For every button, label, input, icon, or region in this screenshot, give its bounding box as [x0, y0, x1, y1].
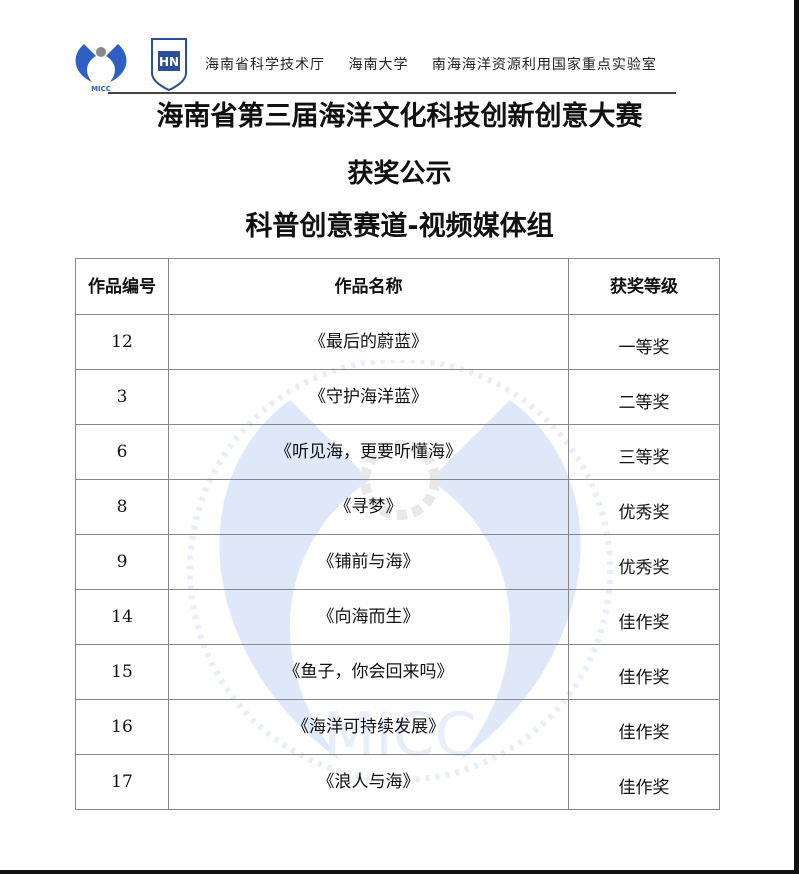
work-id: 8 [116, 497, 128, 517]
award-level-cell: 三等奖 [568, 424, 720, 480]
table-row: 14 《向海而生》 佳作奖 [75, 589, 720, 645]
work-id-cell: 16 [75, 699, 169, 755]
award-level: 二等奖 [618, 393, 670, 413]
work-name-cell: 《最后的蔚蓝》 [168, 314, 569, 370]
header-id: 作品编号 [75, 258, 169, 315]
work-id-cell: 15 [75, 644, 169, 700]
table-header-row: 作品编号 作品名称 获奖等级 [75, 258, 720, 315]
work-id: 9 [116, 552, 128, 572]
work-name-cell: 《浪人与海》 [168, 754, 569, 810]
document-title: 海南省第三届海洋文化科技创新创意大赛 [156, 101, 643, 132]
award-level-cell: 二等奖 [568, 369, 720, 425]
category-title: 科普创意赛道-视频媒体组 [245, 211, 554, 242]
work-name: 《浪人与海》 [317, 772, 420, 792]
award-level-cell: 佳作奖 [568, 589, 720, 645]
work-id-cell: 6 [75, 424, 169, 480]
work-id: 6 [116, 442, 128, 462]
award-level: 一等奖 [618, 338, 670, 358]
work-name-cell: 《寻梦》 [168, 479, 569, 535]
award-level: 佳作奖 [618, 723, 670, 743]
work-id-cell: 9 [75, 534, 169, 590]
award-level-cell: 佳作奖 [568, 754, 720, 810]
awards-table: 作品编号 作品名称 获奖等级 12 《最后的蔚蓝》 一等奖 3 《守护海洋蓝》 二等奖 6 《… [75, 258, 720, 810]
award-level-cell: 优秀奖 [568, 479, 720, 535]
svg-text:HN: HN [159, 55, 179, 69]
work-id: 12 [111, 332, 133, 352]
table-row: 6 《听见海，更要听懂海》 三等奖 [75, 424, 720, 480]
table-row: 15 《鱼子，你会回来吗》 佳作奖 [75, 644, 720, 700]
work-name: 《鱼子，你会回来吗》 [283, 662, 454, 682]
document-subtitle: 获奖公示 [347, 159, 452, 189]
header-award: 获奖等级 [568, 258, 720, 315]
work-name-cell: 《听见海，更要听懂海》 [168, 424, 569, 480]
edge-bar [794, 0, 799, 874]
award-level: 三等奖 [618, 448, 670, 468]
work-name: 《海洋可持续发展》 [292, 717, 445, 737]
award-level: 优秀奖 [618, 503, 670, 523]
org-name: 南海海洋资源利用国家重点实验室 [431, 57, 657, 73]
work-id: 17 [111, 772, 133, 792]
header-divider [108, 92, 676, 94]
hainan-university-emblem: HN [151, 38, 187, 91]
table-row: 8 《寻梦》 优秀奖 [75, 479, 720, 535]
work-id-cell: 14 [75, 589, 169, 645]
work-id-cell: 12 [75, 314, 169, 370]
header-name: 作品名称 [168, 258, 569, 315]
work-id-cell: 17 [75, 754, 169, 810]
award-level-cell: 一等奖 [568, 314, 720, 370]
work-id-cell: 8 [75, 479, 169, 535]
work-name-cell: 《海洋可持续发展》 [168, 699, 569, 755]
table-row: 9 《铺前与海》 优秀奖 [75, 534, 720, 590]
org-name: 海南大学 [348, 57, 409, 73]
table-row: 16 《海洋可持续发展》 佳作奖 [75, 699, 720, 755]
work-name: 《听见海，更要听懂海》 [275, 442, 462, 462]
work-name-cell: 《守护海洋蓝》 [168, 369, 569, 425]
table-row: 17 《浪人与海》 佳作奖 [75, 754, 720, 810]
micc-logo: MICC [75, 44, 127, 92]
award-level: 佳作奖 [618, 778, 670, 798]
work-name: 《最后的蔚蓝》 [309, 332, 428, 352]
organizations-header: 海南省科学技术厅 海南大学 南海海洋资源利用国家重点实验室 [205, 56, 675, 74]
org-name: 海南省科学技术厅 [205, 57, 325, 73]
work-name-cell: 《向海而生》 [168, 589, 569, 645]
work-name: 《寻梦》 [334, 497, 403, 517]
table-row: 3 《守护海洋蓝》 二等奖 [75, 369, 720, 425]
award-level-cell: 优秀奖 [568, 534, 720, 590]
award-level: 佳作奖 [618, 668, 670, 688]
work-id: 16 [111, 717, 133, 737]
work-id-cell: 3 [75, 369, 169, 425]
work-name: 《守护海洋蓝》 [309, 387, 428, 407]
svg-text:MICC: MICC [91, 85, 111, 92]
award-level: 佳作奖 [618, 613, 670, 633]
table-row: 12 《最后的蔚蓝》 一等奖 [75, 314, 720, 370]
work-name-cell: 《铺前与海》 [168, 534, 569, 590]
work-id: 14 [111, 607, 133, 627]
work-name-cell: 《鱼子，你会回来吗》 [168, 644, 569, 700]
award-level: 优秀奖 [618, 558, 670, 578]
work-id: 3 [116, 387, 128, 407]
award-level-cell: 佳作奖 [568, 644, 720, 700]
work-name: 《铺前与海》 [317, 552, 420, 572]
award-level-cell: 佳作奖 [568, 699, 720, 755]
edge-bar [0, 870, 799, 874]
work-name: 《向海而生》 [317, 607, 420, 627]
work-id: 15 [111, 662, 133, 682]
